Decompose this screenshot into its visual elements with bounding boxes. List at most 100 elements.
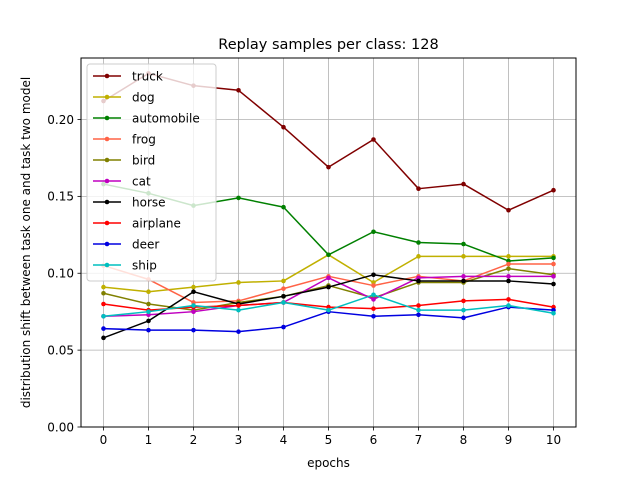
plot-lines <box>101 71 556 341</box>
data-point <box>236 307 241 313</box>
x-tick-label: 10 <box>546 433 561 447</box>
legend-label: bird <box>132 153 155 167</box>
data-point <box>461 315 466 321</box>
data-point <box>371 283 376 288</box>
x-axis: 0 1 2 3 4 5 6 7 8 9 10 <box>100 427 561 447</box>
legend-marker <box>104 220 110 226</box>
series-horse <box>101 272 556 341</box>
data-point <box>551 255 556 261</box>
data-point <box>326 307 331 313</box>
data-point <box>371 272 376 278</box>
data-point <box>101 314 106 319</box>
data-point <box>326 275 331 281</box>
legend-label: cat <box>132 174 151 188</box>
data-point <box>236 303 241 308</box>
data-point <box>416 303 421 308</box>
data-point <box>551 261 556 267</box>
data-point <box>146 301 151 307</box>
data-point <box>191 289 196 295</box>
legend-label: airplane <box>132 216 181 230</box>
data-point <box>461 307 466 313</box>
y-tick-label: 0.10 <box>47 267 74 281</box>
x-tick-label: 2 <box>190 433 198 447</box>
legend-marker <box>104 199 110 205</box>
y-tick-label: 0.20 <box>47 113 74 127</box>
data-point <box>416 240 421 245</box>
data-point <box>506 254 511 259</box>
data-point <box>461 254 466 259</box>
data-point <box>281 300 286 305</box>
x-tick-label: 0 <box>100 433 108 447</box>
data-point <box>416 312 421 318</box>
data-point <box>461 241 466 247</box>
data-point <box>191 303 196 308</box>
legend-marker <box>104 262 110 268</box>
legend-marker <box>104 178 110 184</box>
legend-label: frog <box>132 132 156 146</box>
legend-marker <box>104 241 110 247</box>
data-point <box>506 303 511 308</box>
data-point <box>281 324 286 330</box>
legend-label: truck <box>132 69 163 83</box>
data-point <box>101 326 106 331</box>
legend-label: automobile <box>132 111 200 125</box>
data-point <box>551 310 556 316</box>
y-tick-label: 0.15 <box>47 190 74 204</box>
x-axis-label: epochs <box>307 456 350 470</box>
data-point <box>326 252 331 258</box>
y-axis: 0.00 0.05 0.10 0.15 0.20 <box>47 113 81 434</box>
data-point <box>146 318 151 324</box>
data-point <box>371 229 376 235</box>
x-tick-label: 5 <box>325 433 333 447</box>
legend-marker <box>104 73 110 79</box>
data-point <box>281 278 286 284</box>
data-point <box>191 284 196 290</box>
data-point <box>236 280 241 285</box>
data-point <box>506 297 511 302</box>
data-point <box>191 327 196 333</box>
data-point <box>371 306 376 311</box>
data-point <box>146 327 151 333</box>
data-point <box>461 278 466 284</box>
data-point <box>371 292 376 298</box>
data-point <box>146 289 151 295</box>
chart-title: Replay samples per class: 128 <box>218 37 438 53</box>
data-point <box>416 278 421 284</box>
data-point <box>326 164 331 170</box>
legend-label: ship <box>132 258 157 272</box>
data-point <box>416 186 421 191</box>
x-tick-label: 8 <box>460 433 468 447</box>
x-tick-label: 3 <box>235 433 243 447</box>
x-tick-label: 1 <box>145 433 153 447</box>
data-point <box>101 284 106 290</box>
data-point <box>416 254 421 259</box>
data-point <box>236 329 241 334</box>
data-point <box>101 301 106 307</box>
data-point <box>281 124 286 130</box>
legend: truck dog automobile frog bird cat horse airpla… <box>86 63 217 282</box>
data-point <box>371 314 376 319</box>
data-point <box>461 298 466 304</box>
y-tick-label: 0.05 <box>47 343 74 357</box>
legend-marker <box>104 94 110 100</box>
data-point <box>101 290 106 296</box>
data-point <box>416 307 421 313</box>
x-tick-label: 6 <box>370 433 378 447</box>
data-point <box>281 286 286 291</box>
x-tick-label: 7 <box>415 433 423 447</box>
legend-marker <box>104 136 110 142</box>
data-point <box>551 281 556 287</box>
legend-marker <box>104 115 110 121</box>
legend-label: dog <box>132 90 155 104</box>
data-point <box>506 274 511 279</box>
data-point <box>236 195 241 201</box>
data-point <box>236 87 241 93</box>
data-point <box>506 278 511 284</box>
y-tick-label: 0.00 <box>47 420 74 434</box>
x-tick-label: 4 <box>280 433 288 447</box>
data-point <box>101 335 106 341</box>
series-ship <box>101 292 556 319</box>
data-point <box>146 309 151 314</box>
y-axis-label: distribution shift between task one and … <box>19 77 33 408</box>
